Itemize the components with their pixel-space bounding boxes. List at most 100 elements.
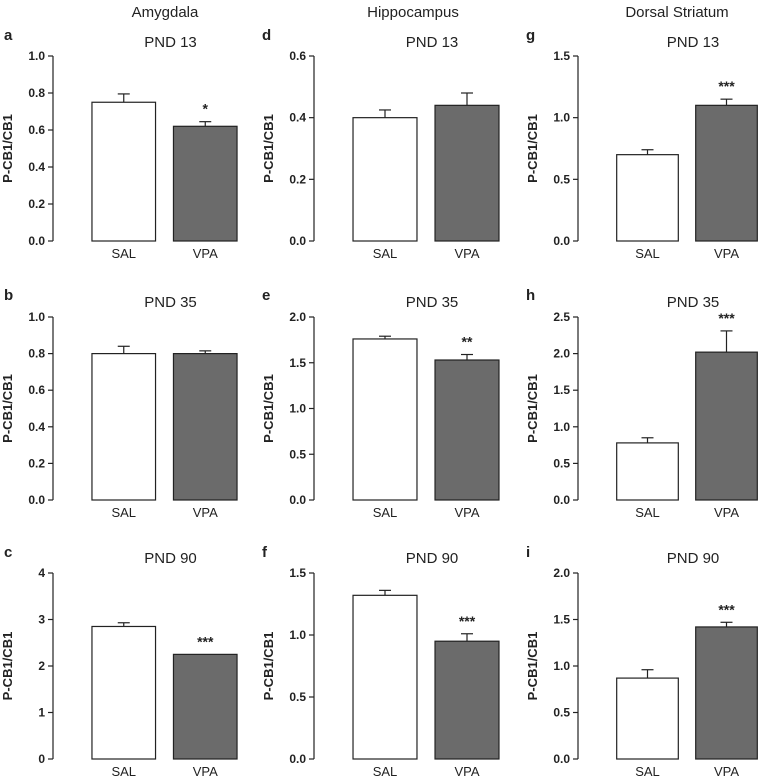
y-axis-label: P-CB1/CB1 (261, 632, 276, 701)
y-tick-label: 1.5 (553, 613, 570, 627)
bar-vpa (172, 653, 238, 760)
panel-title: PND 90 (406, 550, 459, 567)
y-axis-label: P-CB1/CB1 (0, 632, 15, 701)
y-axis-label: P-CB1/CB1 (0, 114, 15, 183)
panel-i: i PND 90 P-CB1/CB1 0.0 0.5 1.0 1.5 2.0 SAL *** VPA (525, 544, 758, 777)
panel-a: a PND 13 P-CB1/CB1 0.0 0.2 0.4 0.6 0.8 1.0 SAL * VP… (0, 27, 238, 261)
bar-sal (91, 353, 157, 501)
y-tick-label: 1.5 (289, 356, 306, 370)
significance-marker: *** (197, 633, 214, 649)
y-tick-label: 0.2 (289, 172, 306, 186)
y-tick-label: 2.5 (553, 310, 570, 324)
category-label-vpa: VPA (714, 764, 739, 777)
y-tick-label: 0.2 (28, 456, 45, 470)
panel-c: c PND 90 P-CB1/CB1 0 1 2 3 4 SAL *** VPA (0, 544, 238, 777)
y-tick-label: 1.5 (553, 49, 570, 63)
y-tick-label: 0.0 (289, 234, 306, 248)
y-tick-label: 0.5 (553, 706, 570, 720)
column-title-amygdala: Amygdala (132, 4, 199, 21)
panel-title: PND 13 (144, 34, 197, 51)
panel-title: PND 90 (144, 550, 197, 567)
y-tick-label: 1.0 (289, 628, 306, 642)
category-label-vpa: VPA (193, 764, 218, 777)
y-tick-label: 4 (38, 566, 45, 580)
bar-vpa (172, 353, 238, 501)
y-axis-label: P-CB1/CB1 (525, 374, 540, 443)
category-label-vpa: VPA (714, 246, 739, 261)
panel-f: f PND 90 P-CB1/CB1 0.0 0.5 1.0 1.5 SAL *** VPA (261, 544, 500, 777)
category-label-sal: SAL (111, 764, 136, 777)
bar-vpa (434, 359, 500, 501)
y-tick-label: 0.0 (553, 752, 570, 766)
bar-vpa (434, 640, 500, 760)
y-tick-label: 3 (38, 613, 45, 627)
y-tick-label: 1.0 (28, 49, 45, 63)
bar-sal (352, 594, 418, 760)
y-tick-label: 0.0 (553, 493, 570, 507)
panel-title: PND 35 (406, 294, 459, 311)
panels: a PND 13 P-CB1/CB1 0.0 0.2 0.4 0.6 0.8 1.0 SAL * VP… (0, 27, 758, 777)
category-label-sal: SAL (111, 505, 136, 520)
panel-title: PND 13 (406, 34, 459, 51)
y-tick-label: 1.0 (553, 111, 570, 125)
y-tick-label: 0.8 (28, 86, 45, 100)
panel-letter: f (262, 544, 268, 561)
bar-sal (616, 442, 679, 501)
y-tick-label: 0.5 (289, 447, 306, 461)
y-tick-label: 1.0 (553, 420, 570, 434)
panel-h: h PND 35 P-CB1/CB1 0.0 0.5 1.0 1.5 2.0 2.5 SAL ***… (525, 287, 758, 520)
panel-title: PND 13 (667, 34, 720, 51)
y-tick-label: 2.0 (289, 310, 306, 324)
bar-sal (352, 338, 418, 501)
bar-sal (352, 117, 418, 242)
y-tick-label: 0.6 (28, 123, 45, 137)
significance-marker: *** (718, 601, 735, 617)
panel-letter: a (4, 27, 13, 44)
category-label-sal: SAL (635, 505, 660, 520)
bar-vpa (172, 125, 238, 242)
y-tick-label: 0.0 (28, 493, 45, 507)
y-tick-label: 1.0 (553, 659, 570, 673)
y-tick-label: 0.6 (28, 383, 45, 397)
y-tick-label: 0.4 (28, 160, 45, 174)
panel-title: PND 90 (667, 550, 720, 567)
category-label-sal: SAL (373, 246, 398, 261)
y-tick-label: 0.0 (289, 752, 306, 766)
y-tick-label: 1.0 (289, 402, 306, 416)
y-tick-label: 0.5 (553, 172, 570, 186)
significance-marker: *** (718, 310, 735, 326)
y-tick-label: 1.5 (289, 566, 306, 580)
y-tick-label: 0.5 (289, 690, 306, 704)
panel-b: b PND 35 P-CB1/CB1 0.0 0.2 0.4 0.6 0.8 1.0 SAL VPA (0, 287, 238, 520)
significance-marker: *** (459, 613, 476, 629)
category-label-sal: SAL (373, 505, 398, 520)
category-label-vpa: VPA (193, 246, 218, 261)
panel-title: PND 35 (667, 294, 720, 311)
y-axis-label: P-CB1/CB1 (525, 114, 540, 183)
column-title-hippocampus: Hippocampus (367, 4, 459, 21)
panel-title: PND 35 (144, 294, 197, 311)
y-axis-label: P-CB1/CB1 (261, 374, 276, 443)
panel-letter: e (262, 287, 270, 304)
panel-d: d PND 13 P-CB1/CB1 0.0 0.2 0.4 0.6 SAL VPA (261, 27, 500, 261)
bar-vpa (434, 104, 500, 242)
bar-sal (616, 677, 679, 760)
panel-letter: d (262, 27, 271, 44)
category-label-sal: SAL (635, 764, 660, 777)
y-tick-label: 0.4 (289, 111, 306, 125)
significance-marker: ** (462, 334, 473, 350)
panel-e: e PND 35 P-CB1/CB1 0.0 0.5 1.0 1.5 2.0 SAL ** VPA (261, 287, 500, 520)
bar-vpa (695, 104, 758, 242)
y-tick-label: 2.0 (553, 566, 570, 580)
category-label-sal: SAL (373, 764, 398, 777)
category-label-vpa: VPA (454, 764, 479, 777)
bar-sal (91, 625, 157, 760)
y-tick-label: 0.2 (28, 197, 45, 211)
category-label-vpa: VPA (454, 505, 479, 520)
panel-letter: b (4, 287, 13, 304)
y-tick-label: 0.4 (28, 420, 45, 434)
y-tick-label: 0.8 (28, 347, 45, 361)
y-tick-label: 0.6 (289, 49, 306, 63)
category-label-vpa: VPA (454, 246, 479, 261)
